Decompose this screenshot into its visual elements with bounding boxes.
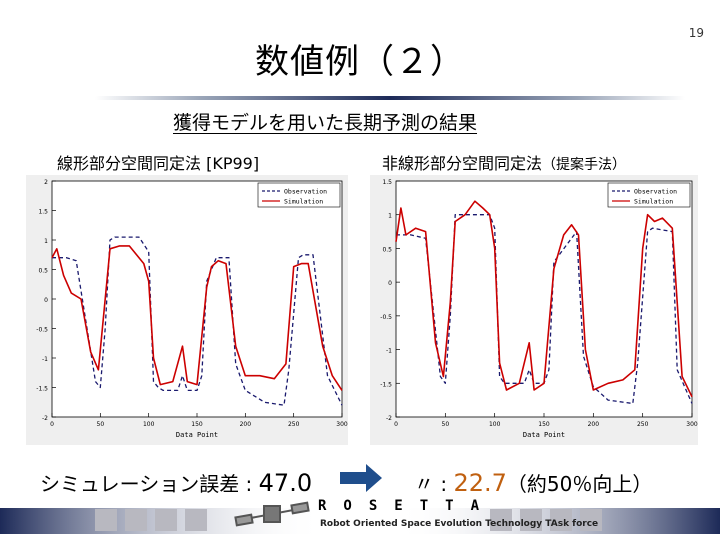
right-chart-ytick-label: 1.5 (382, 179, 392, 186)
right-chart-ytick-label: -1.5 (380, 381, 392, 388)
right-chart-ytick-label: 0 (388, 280, 392, 287)
left-chart-label: 線形部分空間同定法 [KP99] (57, 154, 260, 173)
right-chart-xtick-label: 100 (489, 421, 501, 428)
left-chart-xtick-label: 200 (240, 421, 252, 428)
right-chart-xtick-label: 50 (442, 421, 450, 428)
left-chart-legend-label: Simulation (284, 198, 323, 206)
left-chart-ytick-label: 2 (44, 179, 48, 186)
logo-subtext: Robot Oriented Space Evolution Technolog… (320, 519, 599, 529)
result-right-value: 22.7 (453, 469, 507, 497)
right-chart-label-note: （提案手法） (542, 157, 627, 173)
left-chart-xtick-label: 150 (191, 421, 203, 428)
left-chart-ytick-label: 1 (44, 238, 48, 245)
right-chart-ytick-label: 0.5 (382, 246, 392, 253)
right-arrow-icon (340, 462, 384, 498)
left-chart-ytick-label: -2 (42, 415, 48, 422)
right-chart-legend-label: Simulation (634, 198, 673, 206)
left-chart-ytick-label: -0.5 (36, 327, 48, 334)
right-chart-xtick-label: 150 (538, 421, 550, 428)
right-chart-series-observation (396, 214, 693, 405)
subtitle: 獲得モデルを用いた長期予測の結果 (173, 112, 478, 134)
left-chart-xtick-label: 250 (288, 421, 300, 428)
left-chart-ytick-label: 0 (44, 297, 48, 304)
result-left: シミュレーション誤差 : 47.0 (40, 468, 312, 497)
right-chart-legend-label: Observation (634, 188, 677, 196)
left-chart-xtick-label: 100 (143, 421, 155, 428)
satellite-icon (232, 496, 312, 540)
right-chart-xlabel: Data Point (523, 431, 565, 439)
page-title: 数値例（２） (255, 42, 465, 82)
right-chart-xtick-label: 300 (686, 421, 698, 428)
title-divider (95, 96, 685, 100)
result-left-value: 47.0 (258, 469, 313, 497)
left-chart-series-simulation (51, 245, 343, 391)
logo-text: ROSETTA (318, 498, 497, 514)
right-chart-label: 非線形部分空間同定法（提案手法） (382, 150, 626, 174)
right-chart-svg: -2 -1.5 -1 -0.5 0 0.5 1 1.5 0 50 100 150 200 250 300 Da… (370, 175, 698, 445)
left-chart-ytick-label: -1.5 (36, 386, 48, 393)
left-chart-xlabel: Data Point (176, 431, 218, 439)
left-chart-xtick-label: 0 (50, 421, 54, 428)
footer-bar (0, 508, 720, 534)
right-chart-ytick-label: -1 (386, 348, 392, 355)
right-chart-label-main: 非線形部分空間同定法 (382, 154, 543, 173)
result-right-prefix: 〃 : (414, 472, 454, 496)
right-chart-xtick-label: 250 (637, 421, 649, 428)
left-chart-legend-label: Observation (284, 188, 327, 196)
left-chart-xtick-label: 50 (97, 421, 105, 428)
right-chart: -2 -1.5 -1 -0.5 0 0.5 1 1.5 0 50 100 150 200 250 300 Da… (370, 175, 698, 445)
right-chart-ytick-label: -0.5 (380, 314, 392, 321)
left-chart-svg: -2 -1.5 -1 -0.5 0 0.5 1 1.5 2 0 50 100 150 200 250 300 D… (26, 175, 348, 445)
right-chart-xtick-label: 0 (394, 421, 398, 428)
left-chart-ytick-label: 0.5 (38, 268, 48, 275)
result-right-note: （約50％向上） (506, 472, 653, 496)
left-chart-ytick-label: -1 (42, 356, 48, 363)
left-chart-xtick-label: 300 (336, 421, 348, 428)
left-chart: -2 -1.5 -1 -0.5 0 0.5 1 1.5 2 0 50 100 150 200 250 300 D… (26, 175, 348, 445)
right-chart-xtick-label: 200 (588, 421, 600, 428)
result-right: 〃 : 22.7（約50％向上） (414, 468, 652, 497)
left-chart-legend-box (257, 182, 341, 208)
result-left-text: シミュレーション誤差 : (40, 472, 259, 496)
right-chart-legend-box (607, 182, 691, 208)
page-number: 19 (688, 26, 704, 40)
right-chart-series-simulation (395, 200, 693, 398)
right-chart-ytick-label: -2 (386, 415, 392, 422)
left-chart-ytick-label: 1.5 (38, 209, 48, 216)
right-chart-ytick-label: 1 (388, 213, 392, 220)
